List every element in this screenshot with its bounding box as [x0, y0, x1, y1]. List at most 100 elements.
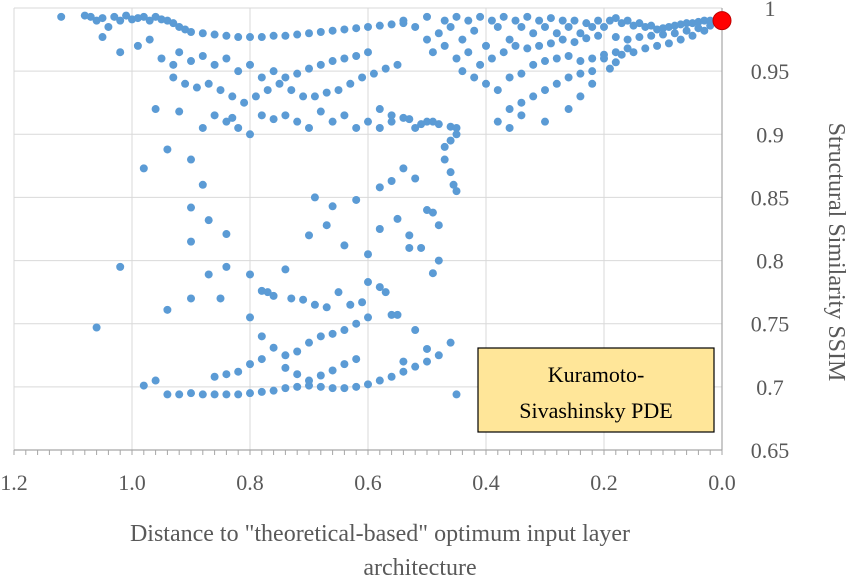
data-point	[316, 27, 325, 36]
data-point	[98, 33, 107, 42]
data-point	[517, 111, 526, 120]
data-point	[493, 22, 502, 31]
data-point	[122, 11, 131, 20]
data-point	[222, 370, 231, 379]
data-point	[428, 269, 437, 278]
data-point	[328, 366, 337, 375]
data-point	[352, 195, 361, 204]
data-point	[364, 22, 372, 31]
data-point	[364, 313, 372, 322]
data-point	[198, 51, 207, 60]
data-point	[529, 60, 538, 69]
data-point	[281, 363, 290, 372]
data-point	[452, 54, 461, 63]
data-point	[405, 231, 414, 240]
data-point	[316, 332, 325, 341]
data-point	[464, 48, 473, 57]
data-point	[322, 88, 331, 97]
data-point	[564, 73, 573, 82]
data-point	[293, 30, 302, 39]
data-point	[517, 98, 526, 107]
data-point	[505, 123, 514, 132]
data-point	[517, 69, 526, 78]
data-point	[139, 12, 148, 21]
data-point	[434, 256, 443, 265]
data-point	[647, 21, 656, 30]
tick-labels: 1.2 1.0 0.8 0.6 0.4 0.2 0.0 0.65 0.7 0.75 0.8 0.85 0…	[0, 0, 789, 495]
data-point	[600, 54, 608, 63]
data-point	[588, 22, 597, 31]
data-point	[281, 73, 290, 82]
data-point	[305, 231, 313, 240]
data-point	[423, 357, 431, 366]
data-point	[246, 360, 254, 369]
data-point	[340, 54, 349, 63]
data-point	[210, 30, 219, 39]
data-point	[364, 117, 372, 126]
data-point	[269, 343, 278, 352]
data-point	[670, 29, 679, 38]
data-point	[700, 16, 709, 25]
data-point	[552, 79, 561, 88]
data-point	[440, 41, 449, 50]
data-point	[246, 130, 254, 139]
data-point	[175, 390, 184, 399]
data-point	[529, 92, 538, 101]
data-point	[458, 67, 467, 76]
data-point	[328, 384, 337, 393]
data-point	[352, 51, 361, 60]
data-point	[446, 338, 455, 347]
data-point	[387, 310, 396, 319]
axes	[13, 8, 723, 455]
data-point	[346, 300, 355, 309]
data-point	[541, 57, 549, 66]
data-point	[487, 54, 496, 63]
data-point	[393, 310, 402, 319]
data-point	[358, 73, 367, 82]
data-point	[305, 376, 313, 385]
data-point	[204, 79, 213, 88]
data-point	[594, 31, 603, 40]
data-point	[493, 117, 502, 126]
data-point	[476, 60, 485, 69]
data-point	[399, 164, 408, 173]
data-point	[387, 20, 396, 29]
data-point	[145, 16, 154, 25]
data-point	[222, 262, 231, 271]
data-point	[452, 187, 461, 196]
data-point	[234, 33, 243, 42]
data-point	[541, 117, 549, 126]
data-point	[157, 54, 166, 63]
data-point	[552, 54, 561, 63]
data-point	[204, 270, 213, 279]
data-point	[322, 221, 331, 230]
data-point	[334, 288, 343, 297]
data-point	[352, 123, 361, 132]
data-point	[452, 390, 461, 399]
data-point	[228, 92, 237, 101]
data-point	[464, 16, 473, 25]
data-point	[310, 92, 319, 101]
data-point	[564, 105, 573, 114]
data-point	[169, 60, 178, 69]
data-point	[222, 31, 231, 40]
data-point	[576, 29, 585, 38]
data-point	[623, 35, 632, 44]
data-point	[187, 27, 195, 36]
data-point	[246, 389, 254, 398]
data-point	[458, 35, 467, 44]
data-point	[86, 12, 95, 21]
data-point	[523, 12, 532, 21]
data-point	[375, 105, 384, 114]
data-point	[340, 360, 349, 369]
data-point	[234, 123, 243, 132]
data-point	[322, 303, 331, 312]
data-point	[281, 384, 290, 393]
data-point	[505, 105, 514, 114]
data-point	[293, 347, 302, 356]
data-point	[116, 48, 125, 57]
data-point	[423, 35, 431, 44]
data-point	[558, 35, 567, 44]
data-point	[187, 203, 195, 212]
data-point	[287, 294, 296, 303]
